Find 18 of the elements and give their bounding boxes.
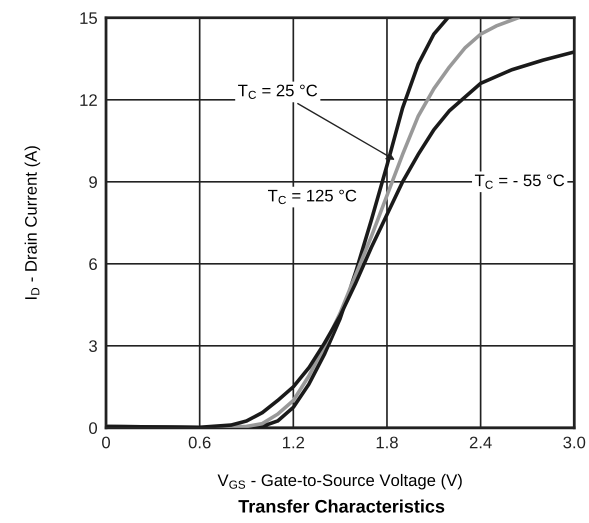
x-tick-label: 2.4 [470,436,492,448]
annotation: T$_{C}$ = - 55 °C [474,174,564,189]
x-tick-label: 1.8 [376,436,398,448]
y-tick-label: 15 [80,12,97,24]
annotation: T$_{C}$ = 125 °C [268,190,356,204]
y-tick-label: 0 [89,422,98,434]
x-tick-label: 1.2 [283,436,304,448]
y-tick-label: 6 [89,258,97,270]
x-tick-label: 0.6 [188,436,211,448]
y-tick-label: 12 [80,94,97,106]
y-axis-title: I$_{D}$ - Drain Current (A) [24,146,40,300]
x-axis-title: V$_{GS}$ - Gate-to-Source Voltage (V) [218,474,462,490]
y-tick-label: 9 [89,176,97,188]
y-tick-label: 3 [89,340,97,352]
x-tick-label: 3.0 [563,436,586,448]
annotation: T$_{C}$ = 25 °C [238,84,318,99]
text: Transfer Characteristics [238,499,444,513]
x-tick-label: 0 [102,436,110,448]
